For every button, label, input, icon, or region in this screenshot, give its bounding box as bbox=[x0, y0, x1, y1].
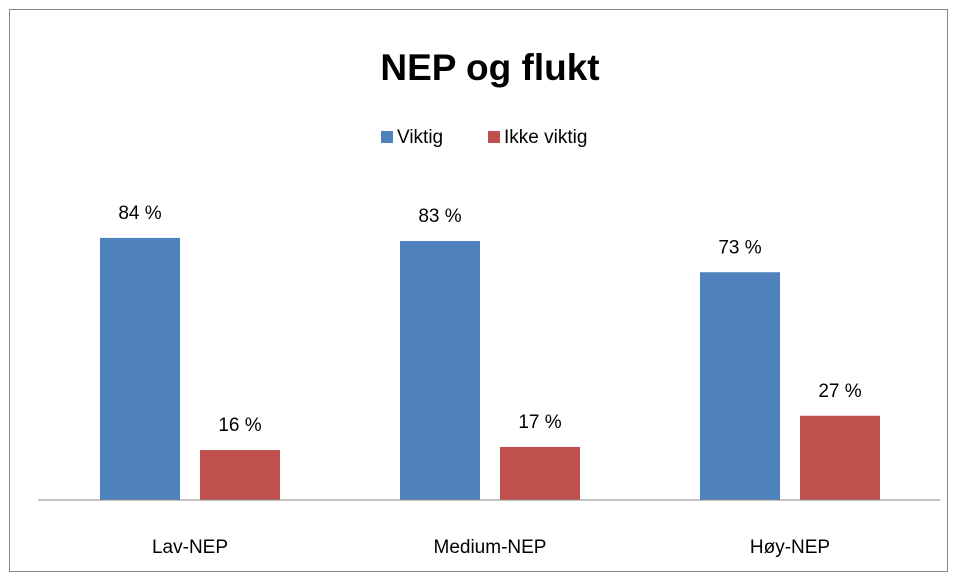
bar bbox=[700, 272, 780, 500]
value-label: 83 % bbox=[418, 206, 461, 227]
legend-swatch bbox=[488, 131, 500, 143]
x-tick-label: Lav-NEP bbox=[152, 537, 228, 558]
bar bbox=[200, 450, 280, 500]
value-label: 27 % bbox=[818, 381, 861, 402]
bar bbox=[500, 446, 580, 500]
legend-label: Ikke viktig bbox=[504, 127, 587, 148]
x-tick-label: Høy-NEP bbox=[750, 537, 830, 558]
value-label: 16 % bbox=[218, 415, 261, 436]
legend-swatch bbox=[381, 131, 393, 143]
value-label: 17 % bbox=[518, 412, 561, 433]
value-label: 84 % bbox=[118, 203, 161, 224]
value-label: 73 % bbox=[718, 237, 761, 258]
bar bbox=[100, 237, 180, 501]
bar bbox=[800, 415, 880, 500]
legend-label: Viktig bbox=[397, 127, 443, 148]
chart-title: NEP og flukt bbox=[380, 47, 599, 88]
bar bbox=[400, 241, 480, 501]
x-tick-label: Medium-NEP bbox=[434, 537, 547, 558]
